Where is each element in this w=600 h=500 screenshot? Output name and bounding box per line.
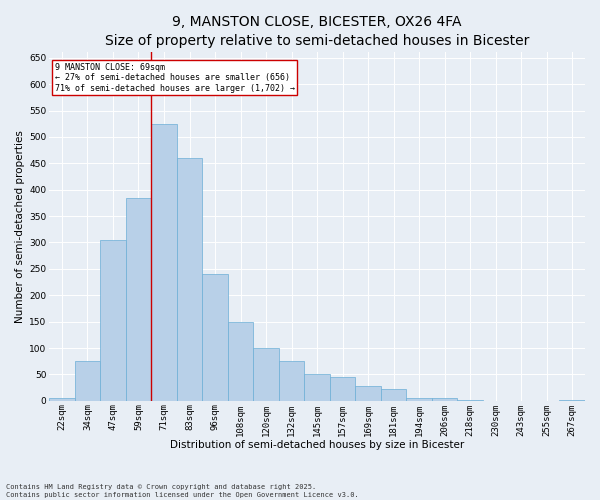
Bar — [330, 377, 355, 401]
Bar — [304, 374, 330, 401]
Bar — [432, 398, 457, 401]
Y-axis label: Number of semi-detached properties: Number of semi-detached properties — [15, 130, 25, 323]
Bar — [202, 274, 228, 401]
Bar — [457, 400, 483, 401]
Bar — [126, 198, 151, 401]
Bar — [228, 322, 253, 401]
Bar — [355, 386, 381, 401]
Bar — [559, 400, 585, 401]
Bar — [100, 240, 126, 401]
Bar — [75, 361, 100, 401]
Text: Contains HM Land Registry data © Crown copyright and database right 2025.
Contai: Contains HM Land Registry data © Crown c… — [6, 484, 359, 498]
Bar — [253, 348, 279, 401]
Text: 9 MANSTON CLOSE: 69sqm
← 27% of semi-detached houses are smaller (656)
71% of se: 9 MANSTON CLOSE: 69sqm ← 27% of semi-det… — [55, 63, 295, 92]
Bar — [381, 389, 406, 401]
Bar — [406, 398, 432, 401]
Bar — [151, 124, 177, 401]
Title: 9, MANSTON CLOSE, BICESTER, OX26 4FA
Size of property relative to semi-detached : 9, MANSTON CLOSE, BICESTER, OX26 4FA Siz… — [105, 15, 529, 48]
X-axis label: Distribution of semi-detached houses by size in Bicester: Distribution of semi-detached houses by … — [170, 440, 464, 450]
Bar — [177, 158, 202, 401]
Bar — [49, 398, 75, 401]
Bar — [279, 361, 304, 401]
